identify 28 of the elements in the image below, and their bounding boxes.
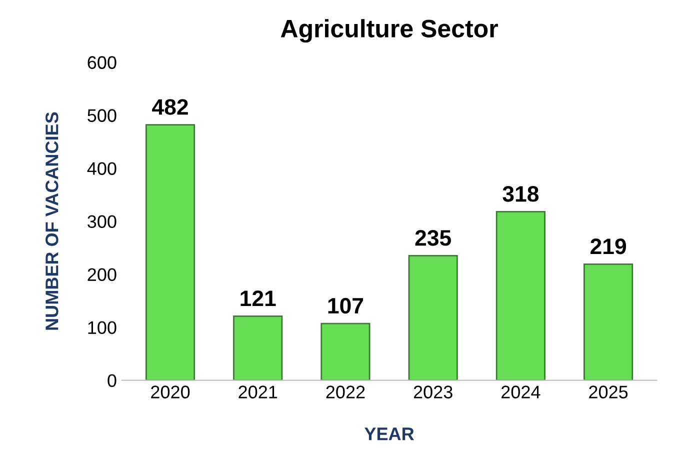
y-tick-label: 500: [88, 109, 116, 122]
x-tick-label: 2021: [238, 386, 278, 398]
data-label: 219: [590, 238, 626, 254]
y-tick-label: 600: [88, 56, 116, 69]
x-tick-label: 2023: [414, 386, 452, 398]
y-tick-label: 0: [108, 374, 116, 388]
bar: [408, 255, 458, 380]
y-tick-label: 100: [88, 321, 116, 334]
x-tick-label: 2020: [151, 386, 190, 398]
data-label: 318: [502, 186, 539, 202]
y-tick-label: 400: [87, 162, 116, 175]
bar: [320, 322, 370, 380]
y-tick-label: 300: [88, 215, 116, 228]
x-tick-label: 2025: [589, 386, 628, 398]
data-label: 482: [152, 99, 188, 115]
bar: [145, 124, 196, 380]
bar: [233, 315, 283, 380]
data-label: 235: [415, 230, 451, 246]
bar: [584, 264, 634, 380]
bar: [496, 211, 546, 380]
x-tick-label: 2022: [326, 386, 365, 398]
data-label: 107: [328, 298, 364, 314]
y-axis-title: NUMBER OF VACANCIES: [46, 112, 58, 330]
y-tick-label: 200: [88, 268, 116, 282]
x-tick-label: 2024: [502, 386, 540, 398]
chart-title: Agriculture Sector: [280, 19, 498, 43]
data-label: 121: [240, 290, 276, 306]
x-axis-title: YEAR: [364, 428, 414, 440]
